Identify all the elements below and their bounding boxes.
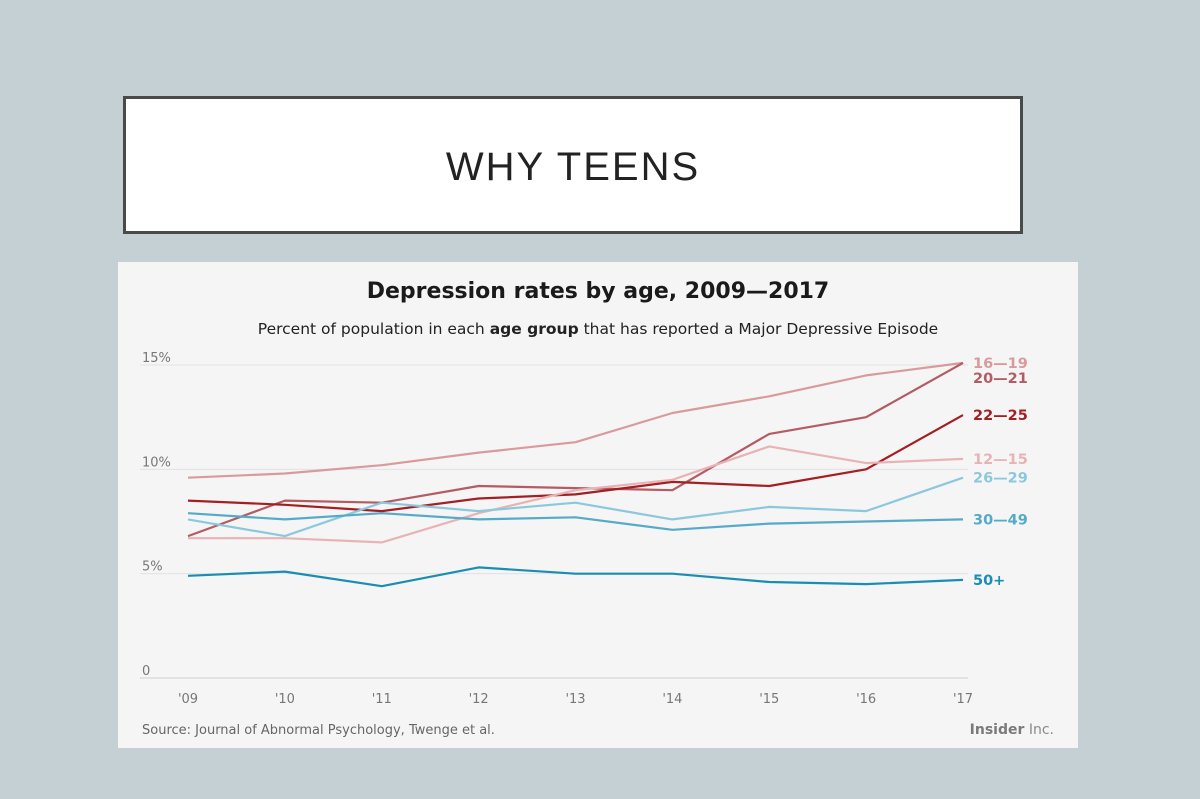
x-tick-label: '17 <box>953 692 973 707</box>
y-tick-label: 10% <box>142 455 171 470</box>
x-tick-label: '13 <box>565 692 585 707</box>
y-tick-label: 5% <box>142 560 163 575</box>
x-tick-label: '15 <box>759 692 779 707</box>
x-tick-label: '12 <box>469 692 489 707</box>
x-tick-label: '10 <box>275 692 295 707</box>
chart-subtitle: Percent of population in each age group … <box>118 320 1078 338</box>
x-tick-label: '11 <box>372 692 392 707</box>
series-line <box>187 476 964 538</box>
x-tick-label: '16 <box>856 692 876 707</box>
series-line <box>188 445 964 544</box>
series-line <box>187 566 964 588</box>
series-line <box>187 361 964 538</box>
series-line <box>187 414 964 513</box>
chart-title: Depression rates by age, 2009—2017 <box>366 279 830 304</box>
subtitle-prefix: Percent of population in each <box>257 320 490 338</box>
slide-title: WHY TEENS <box>445 144 701 189</box>
line-chart: 0 5% 10% 15% '09 '10 '11 '12 '13 '14 '15 '16 '17 16—1… <box>140 351 1028 707</box>
brand-rest: Inc. <box>1024 722 1054 738</box>
subtitle-bold: age group <box>489 320 579 338</box>
series-end-label: 12—15 <box>973 452 1028 468</box>
x-tick-label: '14 <box>662 692 682 707</box>
chart-card: 0 5% 10% 15% '09 '10 '11 '12 '13 '14 '15 '16 '17 16—1… <box>118 262 1078 748</box>
series-end-label: 50+ <box>973 573 1005 589</box>
series-end-label: 20—21 <box>973 371 1028 387</box>
brand-bold: Insider <box>969 722 1025 738</box>
x-tick-label: '09 <box>178 692 198 707</box>
series-line <box>187 512 964 531</box>
series-end-label: 30—49 <box>973 512 1028 528</box>
y-tick-label: 15% <box>142 351 171 366</box>
y-tick-label: 0 <box>142 664 150 679</box>
chart-source: Source: Journal of Abnormal Psychology, … <box>142 723 495 738</box>
series-end-label: 22—25 <box>973 408 1028 424</box>
slide-title-box: WHY TEENS <box>123 96 1023 234</box>
series-line <box>187 361 964 479</box>
series-end-label: 16—19 <box>973 356 1028 372</box>
brand-logo: Insider Inc. <box>970 722 1054 738</box>
series-end-label: 26—29 <box>973 471 1028 487</box>
subtitle-suffix: that has reported a Major Depressive Epi… <box>578 320 939 338</box>
